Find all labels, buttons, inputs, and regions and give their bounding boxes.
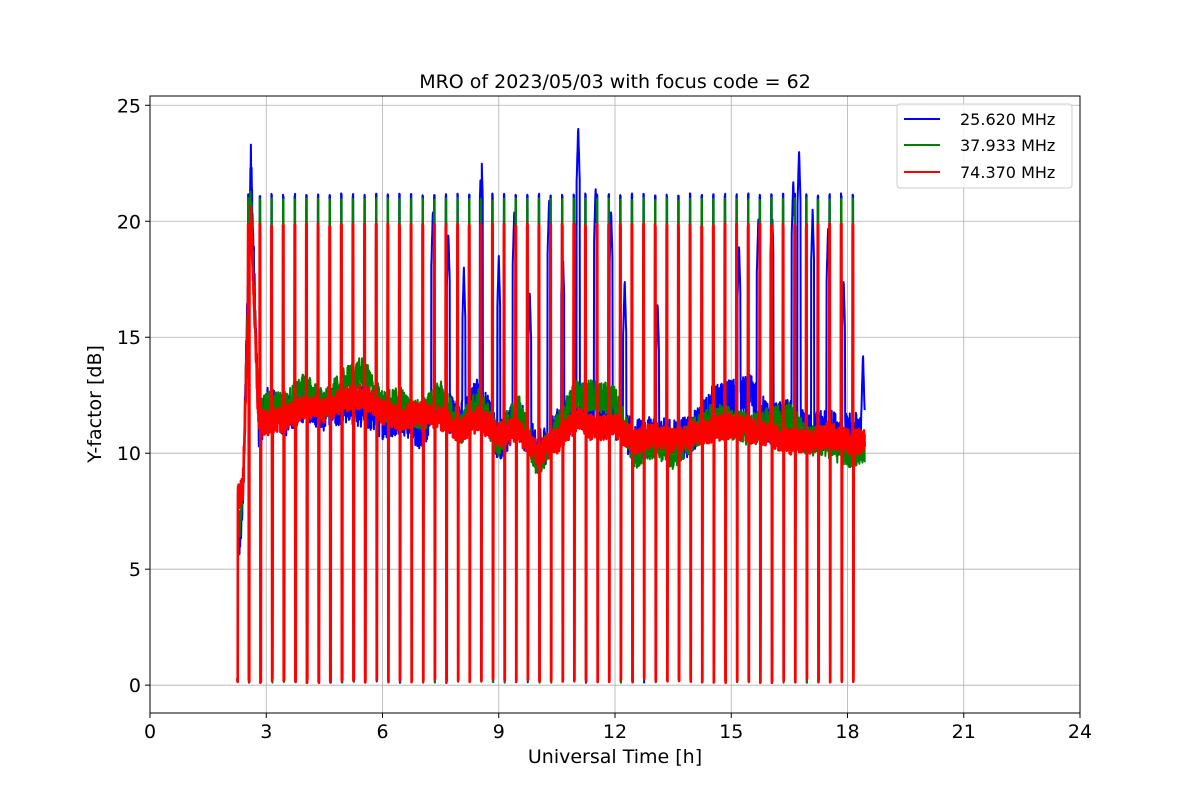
x-tick-label: 21 [952,721,976,743]
x-tick-label: 12 [603,721,627,743]
y-tick-label: 25 [117,95,141,117]
legend-label-2: 37.933 MHz [960,136,1055,155]
x-axis-label: Universal Time [h] [528,746,702,768]
x-tick-label: 9 [493,721,505,743]
y-tick-label: 15 [117,327,141,349]
y-tick-label: 0 [129,675,141,697]
y-tick-label: 20 [117,211,141,233]
y-axis-label: Y-factor [dB] [84,345,106,464]
x-tick-label: 6 [376,721,388,743]
y-tick-label: 5 [129,559,141,581]
x-tick-label: 3 [260,721,272,743]
series-layer [236,127,866,685]
legend-label-1: 25.620 MHz [960,110,1055,129]
x-tick-label: 0 [144,721,156,743]
series-line-3 [236,205,866,685]
legend-box [896,103,1073,189]
x-tick-label: 24 [1068,721,1092,743]
x-ticks: 0 3 6 9 12 15 18 21 24 [144,713,1092,743]
x-tick-label: 15 [719,721,743,743]
y-ticks: 0 5 10 15 20 25 [117,95,150,697]
y-tick-label: 10 [117,443,141,465]
x-tick-label: 18 [835,721,859,743]
chart-title: MRO of 2023/05/03 with focus code = 62 [419,71,811,93]
legend: 25.620 MHz 37.933 MHz 74.370 MHz [896,103,1073,189]
legend-label-3: 74.370 MHz [960,163,1055,182]
